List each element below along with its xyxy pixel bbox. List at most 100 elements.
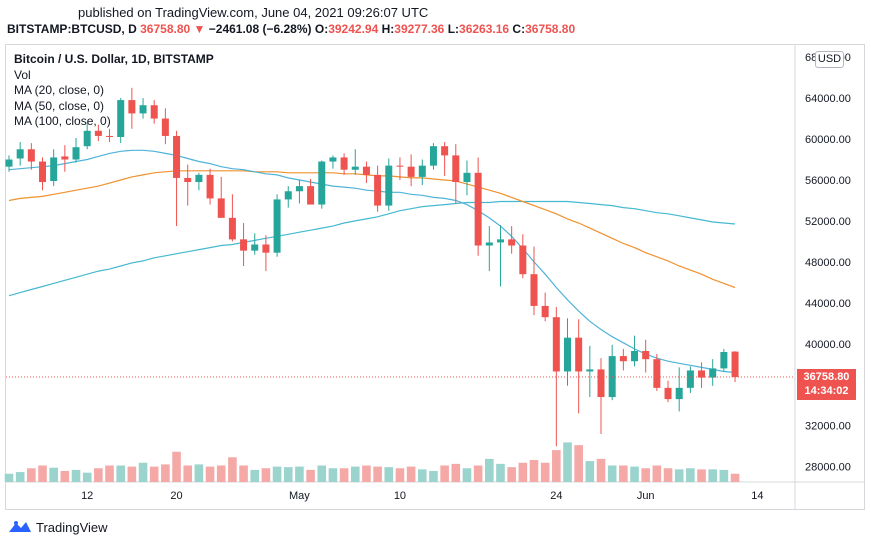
candle-body <box>508 239 516 246</box>
volume-bar <box>674 469 684 482</box>
volume-bar <box>194 464 204 482</box>
candle-body <box>564 337 571 372</box>
y-tick-label: 28000.00 <box>805 462 851 474</box>
candle-body <box>396 165 404 167</box>
volume-bar <box>127 466 137 482</box>
volume-bar <box>384 467 394 482</box>
volume-bar <box>406 466 416 482</box>
candle-body <box>485 242 493 246</box>
candle-body <box>117 100 125 137</box>
candle-body <box>16 149 24 159</box>
volume-bar <box>395 468 405 482</box>
volume-bar <box>183 465 193 482</box>
candle-body <box>184 177 192 183</box>
candle-body <box>228 217 236 240</box>
volume-bar <box>496 463 505 482</box>
y-tick-label: 40000.00 <box>805 339 851 351</box>
volume-bar <box>719 469 729 482</box>
legend-title[interactable]: Bitcoin / U.S. Dollar, 1D, BITSTAMP <box>14 52 214 66</box>
volume-bar <box>518 462 528 482</box>
volume-bar <box>295 466 304 482</box>
volume-bar <box>507 467 516 482</box>
candle-body <box>173 135 181 178</box>
volume-bar <box>239 465 248 482</box>
legend-vol[interactable]: Vol <box>14 67 31 82</box>
volume-bar <box>440 465 449 482</box>
ma50-line <box>8 170 736 289</box>
volume-bar <box>283 467 293 482</box>
candle-body <box>251 244 259 251</box>
volume-bar <box>708 469 718 482</box>
candle-body <box>441 146 449 156</box>
x-tick-label: 24 <box>550 490 562 502</box>
volume-bar <box>462 468 472 482</box>
candle-body <box>61 156 69 160</box>
x-tick-label: 20 <box>170 490 182 502</box>
candle-body <box>139 105 147 114</box>
volume-bar <box>574 445 583 482</box>
volume-bar <box>362 465 371 482</box>
chart-legend: Bitcoin / U.S. Dollar, 1D, BITSTAMP Vol … <box>14 52 214 130</box>
volume-bar <box>149 466 159 482</box>
volume-bar <box>540 462 550 482</box>
y-tick-label: 48000.00 <box>805 257 851 269</box>
candle-body <box>642 350 650 360</box>
x-tick-label: Jun <box>637 490 655 502</box>
candle-body <box>150 105 158 119</box>
candle-body <box>83 130 91 147</box>
candle-body <box>664 387 672 400</box>
candle-body <box>709 368 717 378</box>
candle-body <box>72 147 80 160</box>
candle-body <box>351 166 359 170</box>
volume-bar <box>228 457 237 482</box>
price-tag-countdown: 14:34:02 <box>804 385 849 397</box>
candle-body <box>496 239 504 243</box>
volume-bar <box>172 451 181 482</box>
candle-body <box>217 198 225 218</box>
candle-body <box>262 244 270 253</box>
candle-body <box>284 191 292 200</box>
chart-frame <box>5 44 865 510</box>
footer-brand[interactable]: TradingView <box>8 519 108 535</box>
y-tick-label: 32000.00 <box>805 421 851 433</box>
volume-bar <box>563 442 572 482</box>
candle-body <box>273 199 281 253</box>
volume-bar <box>317 465 327 482</box>
volume-bar <box>596 458 606 482</box>
currency-badge[interactable]: USD <box>815 51 844 68</box>
candle-body <box>5 159 13 167</box>
x-tick-label: May <box>289 490 310 502</box>
volume-bar <box>261 468 271 482</box>
volume-bar <box>697 469 706 482</box>
volume-bar <box>641 468 650 482</box>
candle-body <box>519 245 527 275</box>
low-value: 36263.16 <box>459 22 510 36</box>
last-price: 36758.80 <box>140 22 191 36</box>
volume-bar <box>216 465 226 482</box>
high-value: 39277.36 <box>394 22 445 36</box>
candle-body <box>39 161 47 183</box>
legend-ma20[interactable]: MA (20, close, 0) <box>14 83 105 97</box>
volume-bar <box>272 466 282 482</box>
ma100-line <box>8 200 736 297</box>
volume-bar <box>663 468 673 482</box>
volume-bar <box>373 466 382 482</box>
published-caption: published on TradingView.com, June 04, 2… <box>78 5 429 20</box>
last-price-tag: 36758.80 14:34:02 <box>797 369 856 400</box>
candle-body <box>385 165 393 206</box>
candle-body <box>429 146 437 166</box>
x-tick-label: 14 <box>751 490 763 502</box>
candle-body <box>653 359 661 388</box>
volume-bar <box>607 465 617 482</box>
candle-body <box>407 166 415 177</box>
legend-ma100[interactable]: MA (100, close, 0) <box>14 114 111 128</box>
volume-bar <box>686 468 695 482</box>
candle-body <box>329 157 337 162</box>
volume-bar <box>49 467 58 482</box>
candle-body <box>318 161 326 205</box>
volume-bar <box>652 465 662 482</box>
volume-bar <box>328 468 338 482</box>
legend-ma50[interactable]: MA (50, close, 0) <box>14 98 105 113</box>
volume-bar <box>585 461 595 482</box>
